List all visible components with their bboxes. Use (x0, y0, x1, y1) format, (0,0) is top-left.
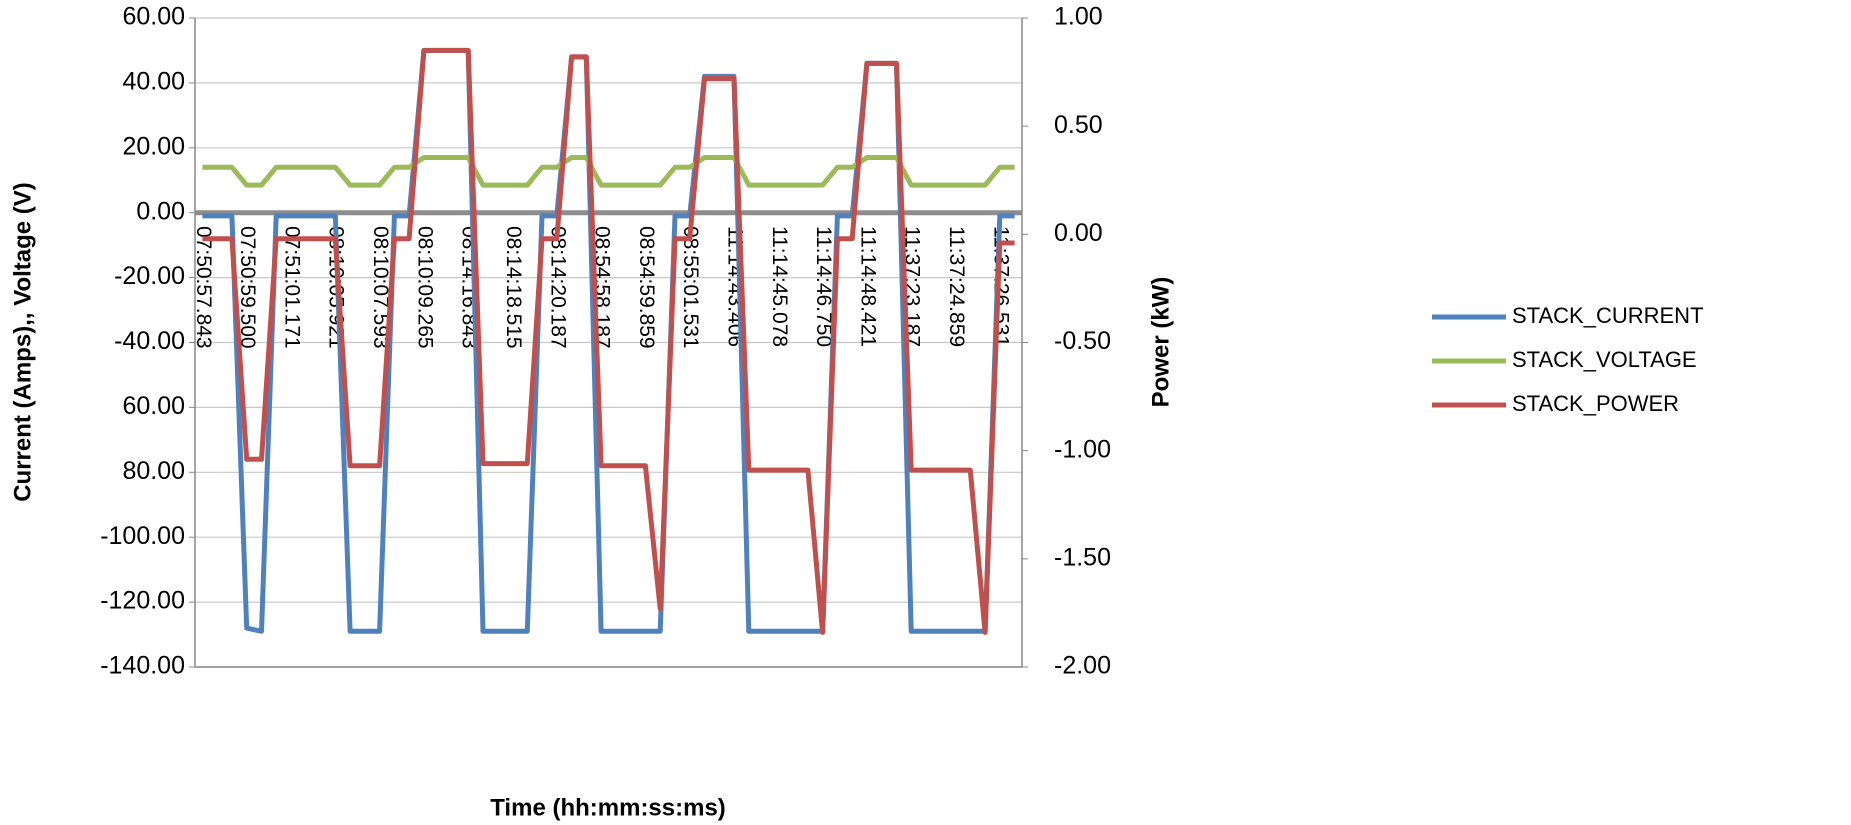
y-tick-label: 40.00 (122, 68, 185, 96)
y2-tick-label: -0.50 (1054, 327, 1111, 355)
x-tick-label: 11:14:46.750 (812, 226, 835, 347)
x-tick-label: 08:14:18.515 (502, 226, 525, 349)
x-tick-label: 08:14:20.187 (546, 226, 569, 349)
series-line (202, 47, 1015, 635)
x-tick-label: 11:37:24.859 (945, 226, 968, 347)
legend-label: STACK_CURRENT (1512, 303, 1704, 328)
y-tick-label: 0.00 (136, 197, 185, 225)
x-tick-label: 07:50:59.500 (236, 226, 259, 349)
y-tick-label: -100.00 (100, 522, 185, 550)
y-tick-label: 60.00 (122, 392, 185, 420)
legend-label: STACK_VOLTAGE (1512, 347, 1697, 372)
y-tick-label: 60.00 (122, 3, 185, 31)
y2-tick-label: 1.00 (1054, 3, 1103, 31)
y2-tick-label: 0.50 (1054, 111, 1103, 139)
x-tick-label: 08:10:07.593 (369, 226, 392, 349)
y-tick-label: -120.00 (100, 587, 185, 615)
y-tick-label: -20.00 (114, 262, 185, 290)
y2-tick-label: 0.00 (1054, 219, 1103, 247)
y-tick-label: 20.00 (122, 132, 185, 160)
legend-label: STACK_POWER (1512, 391, 1679, 416)
x-tick-label: 11:14:48.421 (856, 226, 879, 347)
x-axis-title: Time (hh:mm:ss:ms) (490, 794, 726, 821)
y-axis-title: Current (Amps),, Voltage (V) (9, 182, 36, 502)
x-tick-label: 08:54:59.859 (635, 226, 658, 349)
y2-tick-label: -2.00 (1054, 652, 1111, 680)
series-line (202, 155, 1015, 188)
y2-tick-label: -1.00 (1054, 435, 1111, 463)
y-tick-label: -140.00 (100, 652, 185, 680)
x-tick-label: 07:50:57.843 (192, 226, 215, 349)
y-tick-label: -40.00 (114, 327, 185, 355)
x-tick-label: 07:51:01.171 (280, 226, 303, 349)
x-tick-label: 08:10:09.265 (413, 226, 436, 349)
y2-tick-label: -1.50 (1054, 543, 1111, 571)
y2-axis-title: Power (kW) (1147, 277, 1174, 408)
y-tick-label: 80.00 (122, 457, 185, 485)
x-tick-label: 11:14:45.078 (768, 226, 791, 347)
x-tick-label: 08:55:01.531 (679, 226, 702, 349)
